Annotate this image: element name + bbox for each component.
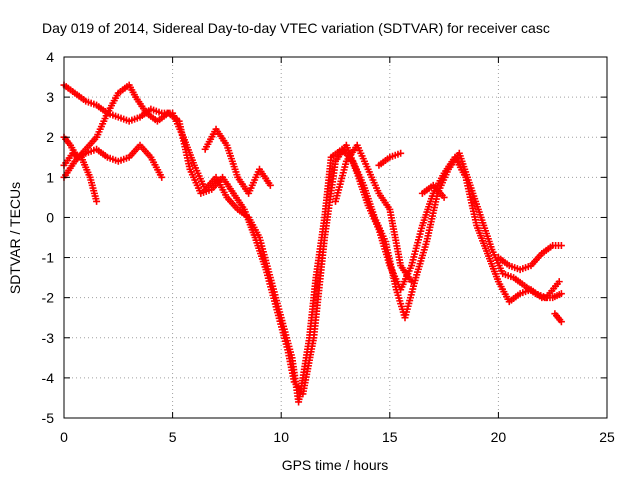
x-tick-label: 20 [491,429,507,445]
y-tick-label: -2 [42,290,55,306]
series-track-7 [375,149,405,169]
chart-title: Day 019 of 2014, Sidereal Day-to-day VTE… [42,20,550,36]
plot-frame [63,56,608,419]
data-point [408,278,416,286]
series-track-2 [60,81,565,398]
data-point [93,197,101,205]
y-tick-label: -1 [42,250,55,266]
x-tick-label: 5 [169,429,177,445]
y-tick-label: 4 [46,49,54,65]
data-point [397,149,405,157]
y-tick-label: 2 [46,129,54,145]
y-tick-label: 1 [46,169,54,185]
y-tick-label: 3 [46,89,54,105]
series-track-8 [418,181,448,201]
x-axis-label: GPS time / hours [282,457,389,473]
data-point [555,278,563,286]
data-point [266,181,274,189]
data-point [557,242,565,250]
data-point [440,193,448,201]
series-track-5 [201,125,274,197]
y-tick-label: 0 [46,209,54,225]
series-track-6 [332,141,416,286]
y-axis-label: SDTVAR / TECUs [7,182,23,294]
y-tick-label: -4 [42,370,55,386]
ticks: 0 5 10 15 20 25 -5 -4 -3 -2 -1 0 1 2 3 4 [42,49,615,445]
series-layer [60,81,565,406]
x-tick-label: 0 [60,429,68,445]
x-tick-label: 15 [382,429,398,445]
y-tick-label: -3 [42,330,55,346]
data-point [557,290,565,298]
y-tick-label: -5 [42,410,55,426]
series-track-10 [551,310,565,326]
data-point [158,173,166,181]
x-tick-label: 25 [599,429,615,445]
x-tick-label: 10 [273,429,289,445]
data-point [557,318,565,326]
series-track-9 [494,242,565,274]
series-track-4 [60,149,101,205]
